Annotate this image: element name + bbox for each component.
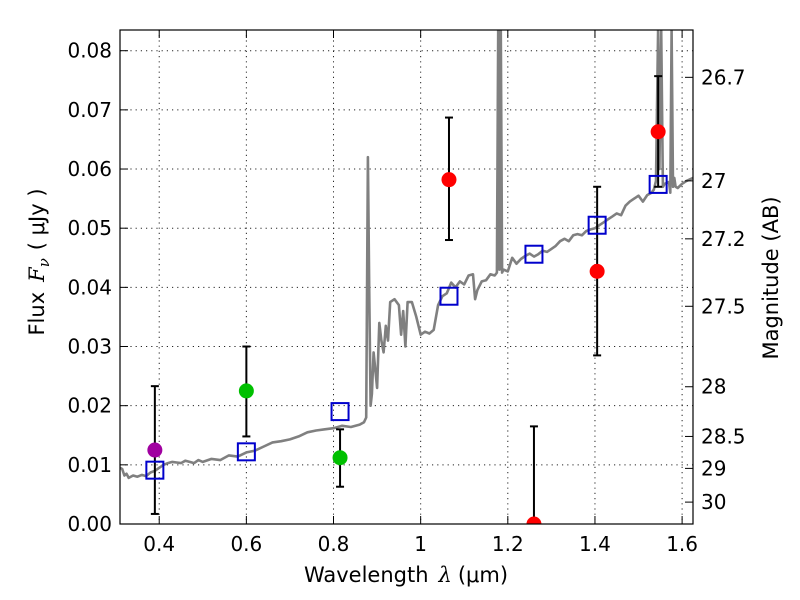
magnitude-tick-label: 28 xyxy=(701,375,726,399)
observed-points xyxy=(147,124,666,524)
y-tick-label: 0.03 xyxy=(67,335,112,359)
model-point xyxy=(648,174,668,194)
y-tick-label: 0.02 xyxy=(67,394,112,418)
model-points xyxy=(145,174,668,480)
x-tick-label: 0.6 xyxy=(230,532,262,556)
x-axis-label: Wavelength λ (μm) xyxy=(304,563,508,587)
y-axis-label: Flux Fν ( μJy ) xyxy=(25,188,53,335)
magnitude-tick-label: 27.5 xyxy=(701,294,746,318)
magnitude-tick-label: 29 xyxy=(701,456,726,480)
observed-point xyxy=(441,172,457,188)
magnitude-tick-label: 30 xyxy=(701,490,726,514)
y-tick-label: 0.04 xyxy=(67,275,112,299)
x-axis-label-symbol: λ xyxy=(438,563,452,587)
observed-point xyxy=(332,450,348,466)
y-tick-label: 0.00 xyxy=(67,512,112,536)
y-tick-labels: 0.00 0.01 0.02 0.03 0.04 0.05 0.06 0.07 0.08 xyxy=(67,39,112,536)
model-point xyxy=(587,215,607,235)
y-axis-label-symbol: F xyxy=(25,266,49,283)
x-tick-labels: 0.4 0.6 0.8 1 1.2 1.4 1.6 xyxy=(143,532,698,556)
magnitude-axis-label: Magnitude (AB) xyxy=(759,196,783,359)
observed-point xyxy=(147,442,163,458)
x-tick-label: 1.2 xyxy=(492,532,524,556)
x-tick-label: 0.4 xyxy=(143,532,175,556)
observed-point xyxy=(589,263,605,279)
y-axis-label-unit: ( μJy ) xyxy=(25,188,49,250)
model-point xyxy=(236,442,256,462)
y-axis-label-text: Flux xyxy=(25,292,49,336)
observed-point xyxy=(238,383,254,399)
plot-frame xyxy=(119,29,694,525)
x-tick-label: 1 xyxy=(414,532,427,556)
magnitude-tick-label: 28.5 xyxy=(701,424,746,448)
model-point xyxy=(524,244,544,264)
y-tick-label: 0.07 xyxy=(67,98,112,122)
observed-point xyxy=(650,124,666,140)
magnitude-tick-label: 27 xyxy=(701,169,726,193)
y-tick-label: 0.06 xyxy=(67,157,112,181)
magnitude-tick-labels: 26.7 27 27.2 27.5 28 28.5 29 30 xyxy=(701,65,746,514)
x-tick-label: 1.4 xyxy=(579,532,611,556)
y-tick-label: 0.05 xyxy=(67,216,112,240)
model-point xyxy=(439,286,459,306)
model-point xyxy=(145,460,165,480)
magnitude-tick-label: 26.7 xyxy=(701,65,746,89)
axis-ticks xyxy=(120,30,693,525)
y-tick-label: 0.08 xyxy=(67,39,112,63)
x-tick-label: 0.8 xyxy=(318,532,350,556)
magnitude-tick-label: 27.2 xyxy=(701,227,746,251)
x-tick-label: 1.6 xyxy=(666,532,698,556)
x-axis-label-text: Wavelength xyxy=(304,563,429,587)
y-tick-label: 0.01 xyxy=(67,453,112,477)
y-axis-label-subscript: ν xyxy=(35,258,53,267)
model-point xyxy=(330,402,350,422)
x-axis-label-unit: (μm) xyxy=(458,563,508,587)
observed-point xyxy=(526,516,542,524)
